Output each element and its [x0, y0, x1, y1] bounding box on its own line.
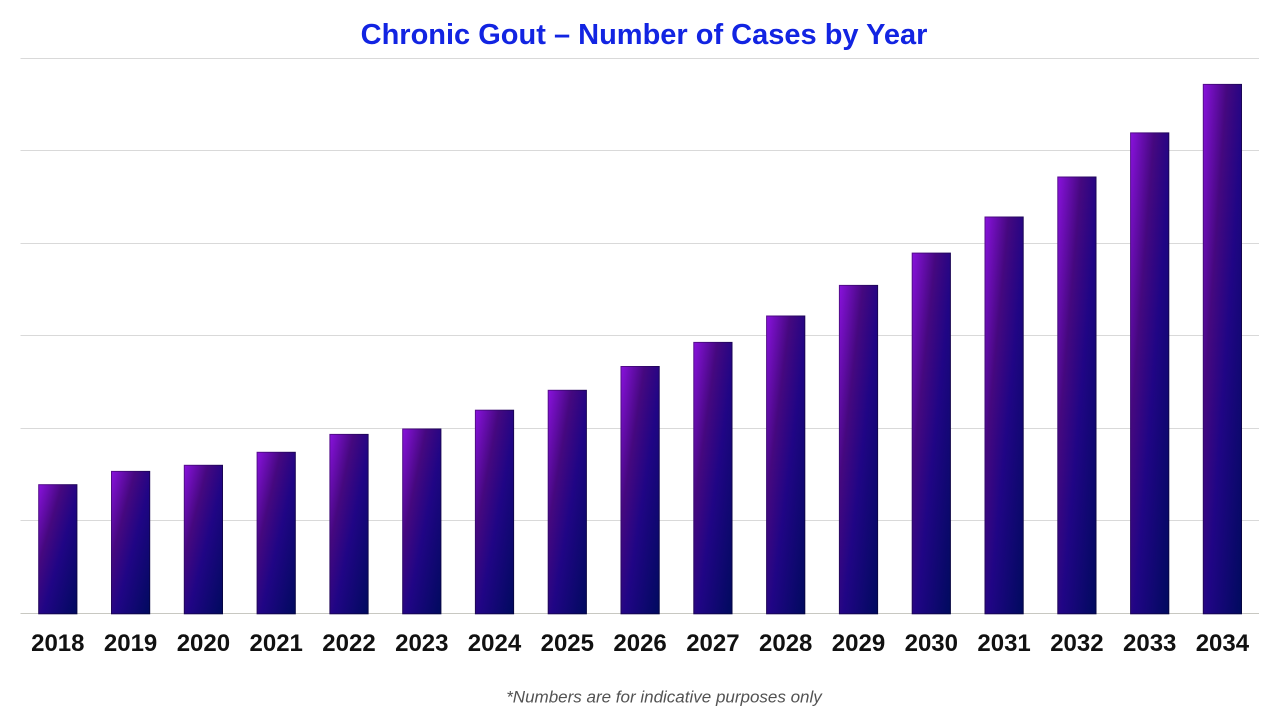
- svg-text:2034: 2034: [1196, 630, 1250, 657]
- svg-text:2033: 2033: [1123, 630, 1176, 657]
- svg-text:2027: 2027: [686, 630, 739, 657]
- svg-text:2020: 2020: [177, 630, 230, 657]
- svg-text:2026: 2026: [613, 630, 666, 657]
- svg-text:2031: 2031: [977, 630, 1030, 657]
- svg-text:2023: 2023: [395, 630, 448, 657]
- svg-text:2022: 2022: [322, 630, 375, 657]
- svg-text:*Numbers are for indicative pu: *Numbers are for indicative purposes onl…: [506, 687, 823, 706]
- svg-text:2029: 2029: [832, 630, 885, 657]
- svg-text:2025: 2025: [541, 630, 594, 657]
- svg-text:2024: 2024: [468, 630, 522, 657]
- svg-text:2018: 2018: [31, 630, 84, 657]
- svg-text:2019: 2019: [104, 630, 157, 657]
- svg-text:Chronic Gout – Number of Cases: Chronic Gout – Number of Cases by Year: [361, 19, 928, 51]
- svg-text:2030: 2030: [905, 630, 958, 657]
- svg-text:2028: 2028: [759, 630, 812, 657]
- svg-text:2021: 2021: [250, 630, 303, 657]
- svg-text:2032: 2032: [1050, 630, 1103, 657]
